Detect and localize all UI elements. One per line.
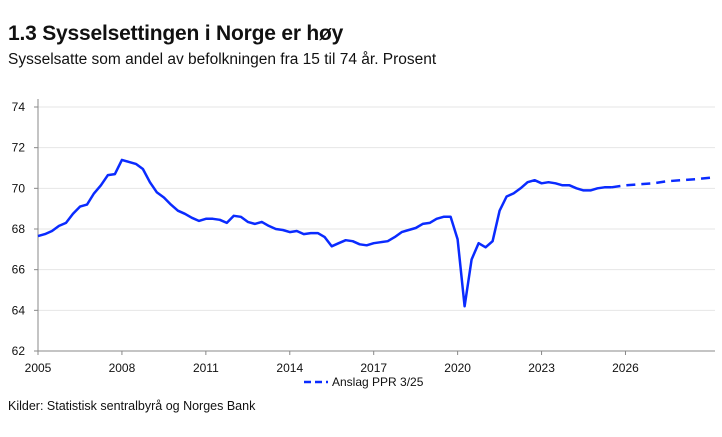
y-tick-label: 74 [12,100,26,114]
legend-label: Anslag PPR 3/25 [332,375,424,389]
x-tick-label: 2008 [109,361,136,375]
y-tick-label: 64 [12,303,26,317]
legend-dashed-line-icon [304,380,328,384]
y-tick-label: 70 [12,181,26,195]
x-tick-label: 2005 [25,361,52,375]
y-tick-label: 62 [12,344,26,358]
x-tick-label: 2017 [360,361,387,375]
chart-subtitle: Sysselsatte som andel av befolkningen fr… [8,51,437,68]
x-tick-label: 2020 [444,361,471,375]
legend: Anslag PPR 3/25 [304,375,423,389]
x-tick-label: 2026 [612,361,639,375]
y-tick-label: 72 [12,141,26,155]
source-note: Kilder: Statistisk sentralbyrå og Norges… [8,399,256,413]
x-tick-label: 2014 [276,361,303,375]
series-historical-line [37,158,612,308]
y-tick-label: 68 [12,222,26,236]
y-tick-label: 66 [12,263,26,277]
series-forecast-line [611,175,716,189]
chart-title: 1.3 Sysselsettingen i Norge er høy [8,22,344,45]
x-tick-label: 2023 [528,361,555,375]
x-tick-label: 2011 [193,361,219,375]
